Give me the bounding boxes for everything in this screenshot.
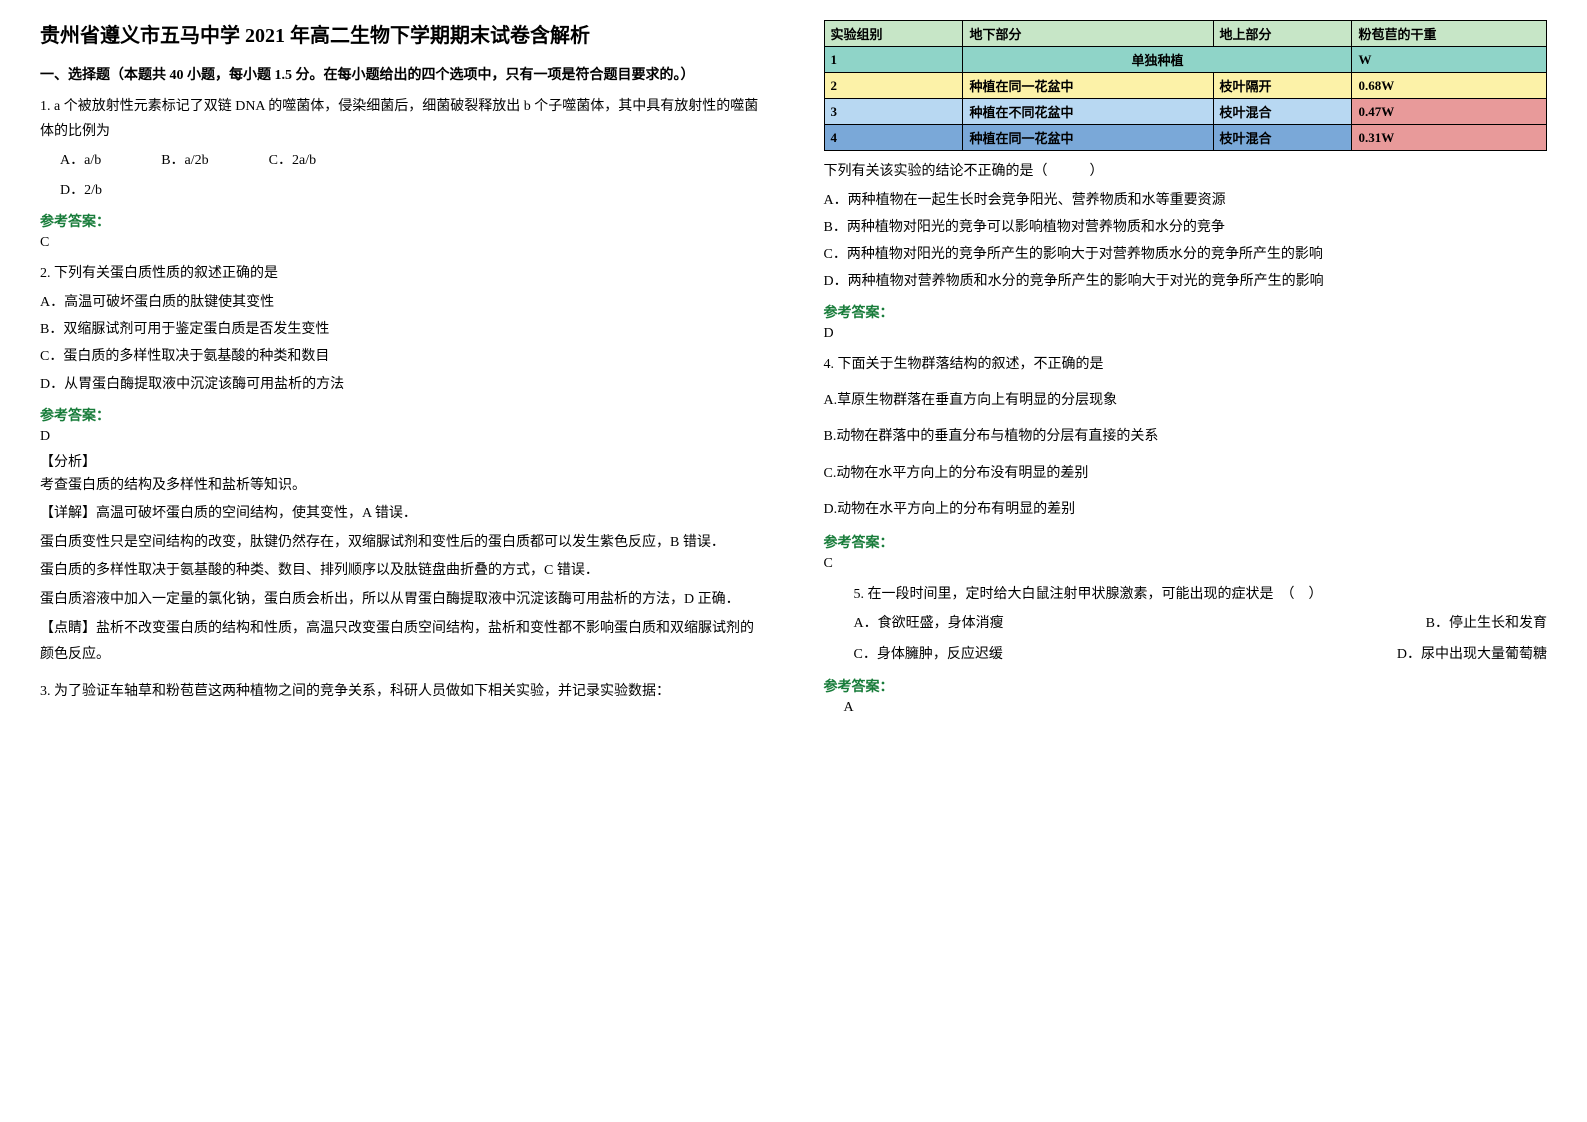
q2-option-c: C．蛋白质的多样性取决于氨基酸的种类和数目: [40, 344, 764, 369]
q2-answer: D: [40, 429, 764, 445]
q5-stem: 5. 在一段时间里，定时给大白鼠注射甲状腺激素，可能出现的症状是 （ ）: [854, 582, 1548, 607]
r2c1: 2: [824, 73, 963, 99]
q3-table: 实验组别 地下部分 地上部分 粉苞苣的干重 1 单独种植 W 2 种植在同一花盆…: [824, 20, 1548, 151]
q4-option-b: B.动物在群落中的垂直分布与植物的分层有直接的关系: [824, 424, 1548, 451]
q5-option-b: B．停止生长和发育: [1426, 611, 1547, 638]
q3-option-c: C．两种植物对阳光的竞争所产生的影响大于对营养物质水分的竞争所产生的影响: [824, 242, 1548, 267]
q1-option-a: A．a/b: [60, 148, 101, 173]
q2-analysis-1: 考查蛋白质的结构及多样性和盐析等知识。: [40, 473, 764, 500]
r4c2: 种植在同一花盆中: [963, 125, 1213, 151]
q2-detail-label: 【详解】高温可破坏蛋白质的空间结构，使其变性，A 错误．: [40, 501, 764, 528]
q1-answer: C: [40, 235, 764, 251]
doc-title: 贵州省遵义市五马中学 2021 年高二生物下学期期末试卷含解析: [40, 20, 764, 52]
q1-option-b: B．a/2b: [161, 148, 208, 173]
r1c1: 1: [824, 47, 963, 73]
r4c3: 枝叶混合: [1213, 125, 1352, 151]
r2c3: 枝叶隔开: [1213, 73, 1352, 99]
q2-para-2: 蛋白质变性只是空间结构的改变，肽键仍然存在，双缩脲试剂和变性后的蛋白质都可以发生…: [40, 530, 764, 557]
left-column: 贵州省遵义市五马中学 2021 年高二生物下学期期末试卷含解析 一、选择题（本题…: [40, 20, 764, 720]
th-below: 地下部分: [963, 21, 1213, 47]
table-row-3: 3 种植在不同花盆中 枝叶混合 0.47W: [824, 99, 1547, 125]
q1-option-d: D．2/b: [60, 178, 764, 203]
q4-answer: C: [824, 556, 1548, 572]
r4c4: 0.31W: [1352, 125, 1547, 151]
q2-para-5: 【点睛】盐析不改变蛋白质的结构和性质，高温只改变蛋白质空间结构，盐析和变性都不影…: [40, 616, 764, 669]
q5-option-a: A．食欲旺盛，身体消瘦: [854, 611, 1004, 638]
q1-option-c: C．2a/b: [269, 148, 316, 173]
q2-option-a: A．高温可破坏蛋白质的肽键使其变性: [40, 290, 764, 315]
th-above: 地上部分: [1213, 21, 1352, 47]
q3-option-a: A．两种植物在一起生长时会竞争阳光、营养物质和水等重要资源: [824, 188, 1548, 213]
r1c2: 单独种植: [963, 47, 1352, 73]
r3c4: 0.47W: [1352, 99, 1547, 125]
q5-option-c: C．身体臃肿，反应迟缓: [854, 642, 1003, 669]
q5-row2: C．身体臃肿，反应迟缓 D．尿中出现大量葡萄糖: [854, 642, 1548, 669]
right-column: 实验组别 地下部分 地上部分 粉苞苣的干重 1 单独种植 W 2 种植在同一花盆…: [824, 20, 1548, 720]
q2-analysis-label: 【分析】: [40, 451, 764, 471]
q4-answer-label: 参考答案：: [824, 532, 1548, 552]
q5-answer-label: 参考答案：: [824, 676, 1548, 696]
q4-option-d: D.动物在水平方向上的分布有明显的差别: [824, 497, 1548, 524]
q2-answer-label: 参考答案：: [40, 405, 764, 425]
q3-stem: 3. 为了验证车轴草和粉苞苣这两种植物之间的竞争关系，科研人员做如下相关实验，并…: [40, 679, 764, 704]
q2-para-4: 蛋白质溶液中加入一定量的氯化钠，蛋白质会析出，所以从胃蛋白酶提取液中沉淀该酶可用…: [40, 587, 764, 614]
section-1-heading: 一、选择题（本题共 40 小题，每小题 1.5 分。在每小题给出的四个选项中，只…: [40, 64, 764, 84]
q5-option-d: D．尿中出现大量葡萄糖: [1397, 642, 1547, 669]
q1-answer-label: 参考答案：: [40, 211, 764, 231]
q1-stem: 1. a 个被放射性元素标记了双链 DNA 的噬菌体，侵染细菌后，细菌破裂释放出…: [40, 94, 764, 144]
q3-answer: D: [824, 326, 1548, 342]
r3c2: 种植在不同花盆中: [963, 99, 1213, 125]
th-group: 实验组别: [824, 21, 963, 47]
q2-para-3: 蛋白质的多样性取决于氨基酸的种类、数目、排列顺序以及肽链盘曲折叠的方式，C 错误…: [40, 558, 764, 585]
r2c4: 0.68W: [1352, 73, 1547, 99]
q4-stem: 4. 下面关于生物群落结构的叙述，不正确的是: [824, 352, 1548, 377]
q3-post: 下列有关该实验的结论不正确的是（ ）: [824, 159, 1548, 186]
page-root: 贵州省遵义市五马中学 2021 年高二生物下学期期末试卷含解析 一、选择题（本题…: [40, 20, 1547, 720]
table-row-4: 4 种植在同一花盆中 枝叶混合 0.31W: [824, 125, 1547, 151]
r3c1: 3: [824, 99, 963, 125]
q2-option-b: B．双缩脲试剂可用于鉴定蛋白质是否发生变性: [40, 317, 764, 342]
q5-row1: A．食欲旺盛，身体消瘦 B．停止生长和发育: [854, 611, 1548, 638]
q3-option-b: B．两种植物对阳光的竞争可以影响植物对营养物质和水分的竞争: [824, 215, 1548, 240]
q3-option-d: D．两种植物对营养物质和水分的竞争所产生的影响大于对光的竞争所产生的影响: [824, 269, 1548, 294]
th-weight: 粉苞苣的干重: [1352, 21, 1547, 47]
q5-answer: A: [844, 700, 1548, 716]
table-row-1: 1 单独种植 W: [824, 47, 1547, 73]
r4c1: 4: [824, 125, 963, 151]
table-header-row: 实验组别 地下部分 地上部分 粉苞苣的干重: [824, 21, 1547, 47]
r3c3: 枝叶混合: [1213, 99, 1352, 125]
r2c2: 种植在同一花盆中: [963, 73, 1213, 99]
q4-option-a: A.草原生物群落在垂直方向上有明显的分层现象: [824, 388, 1548, 415]
table-row-2: 2 种植在同一花盆中 枝叶隔开 0.68W: [824, 73, 1547, 99]
q2-stem: 2. 下列有关蛋白质性质的叙述正确的是: [40, 261, 764, 286]
q4-option-c: C.动物在水平方向上的分布没有明显的差别: [824, 461, 1548, 488]
r1c4: W: [1352, 47, 1547, 73]
q1-options-row1: A．a/b B．a/2b C．2a/b: [60, 148, 764, 173]
q3-answer-label: 参考答案：: [824, 302, 1548, 322]
q2-option-d: D．从胃蛋白酶提取液中沉淀该酶可用盐析的方法: [40, 372, 764, 397]
